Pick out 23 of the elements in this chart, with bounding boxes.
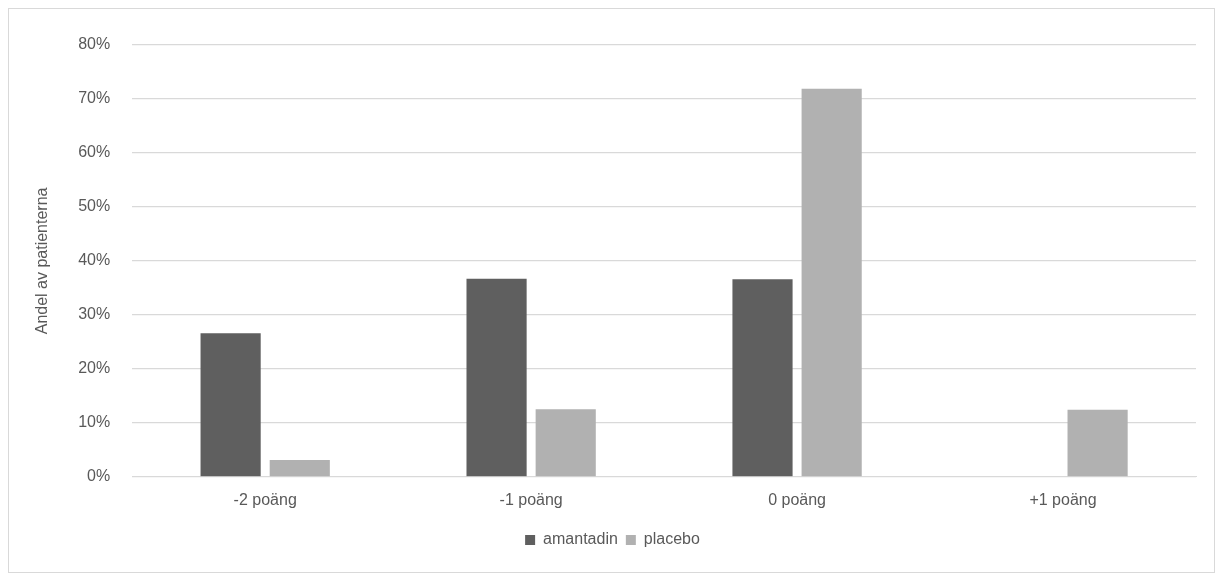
bar [535,409,596,477]
y-tick-label: 0% [87,467,111,485]
bar [801,88,862,477]
x-tick-label: -1 poäng [499,490,563,508]
x-tick-label: -2 poäng [233,490,297,508]
y-tick-label: 30% [78,305,111,323]
y-tick-label: 20% [78,359,111,377]
y-tick-label: 70% [78,89,111,107]
bar [200,333,261,477]
legend-label: placebo [643,530,700,548]
x-tick-label: +1 poäng [1029,490,1097,508]
bar [732,279,793,477]
y-tick-label: 80% [78,35,111,53]
bar [466,278,527,477]
x-tick-label: 0 poäng [768,490,827,508]
y-tick-label: 50% [78,197,111,215]
legend-label: amantadin [543,530,618,548]
y-tick-label: 40% [78,251,111,269]
y-axis-title: Andel av patienterna [33,187,51,335]
bar [269,460,330,477]
bar [1067,409,1128,477]
y-tick-label: 10% [78,413,111,431]
y-tick-label: 60% [78,143,111,161]
